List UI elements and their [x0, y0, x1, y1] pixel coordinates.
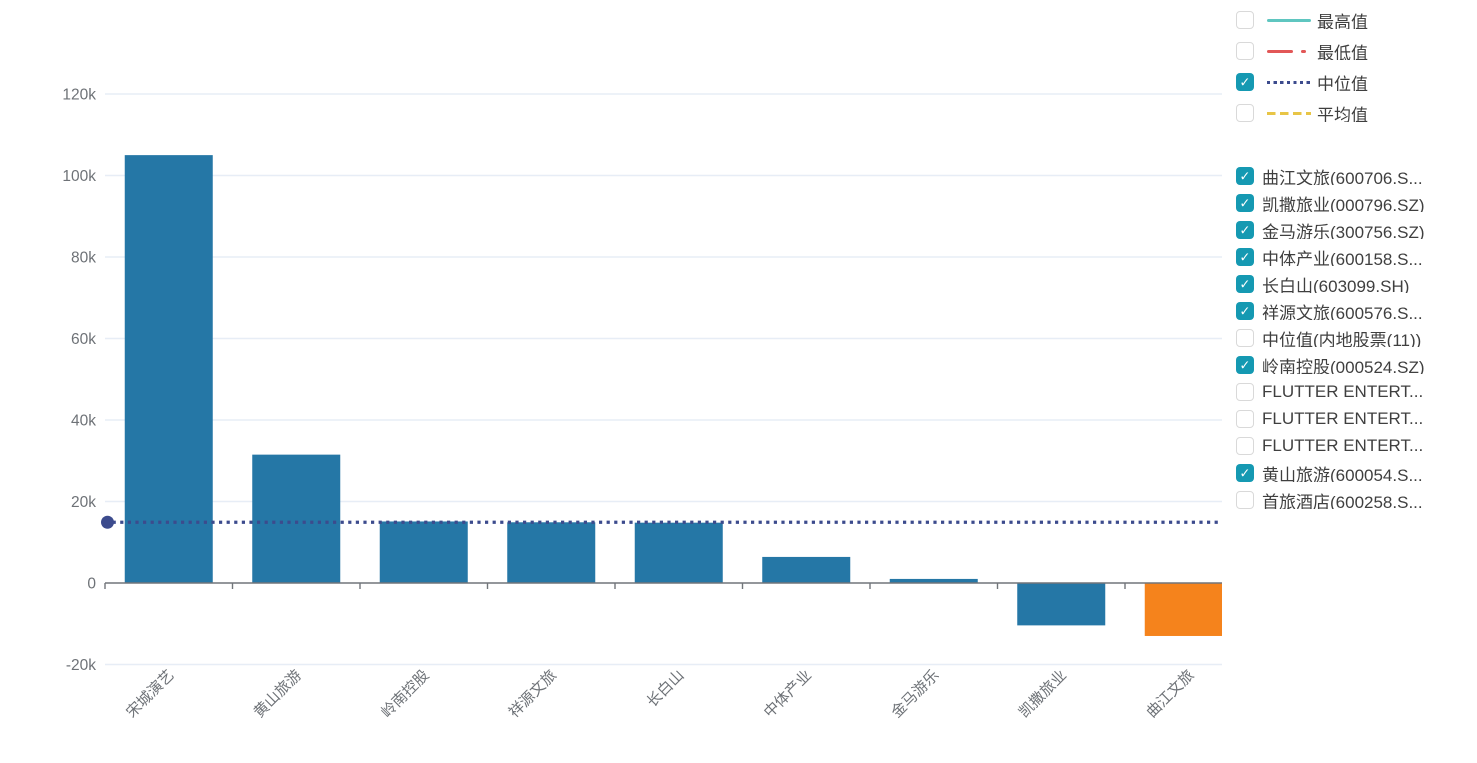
legend-label: 最高值 — [1317, 12, 1368, 30]
legend-label: 中体产业(600158.S... — [1262, 249, 1423, 267]
checkmark-icon: ✓ — [1239, 195, 1251, 210]
legend-label: 中位值(内地股票(11)) — [1262, 330, 1422, 348]
checkbox-checked[interactable]: ✓ — [1236, 73, 1254, 91]
median-dot-icon[interactable] — [101, 515, 114, 529]
y-axis-tick-label: 100k — [62, 168, 96, 185]
checkbox-unchecked[interactable] — [1236, 104, 1254, 122]
stat-legend-group: 最高值最低值 ✓ 中位值平均值 — [1236, 11, 1477, 122]
x-axis-label-6: 金马游乐 — [888, 667, 942, 721]
legend-label: 长白山(603099.SH) — [1262, 276, 1410, 294]
stat-legend-item-2[interactable]: ✓ 中位值 — [1236, 73, 1477, 91]
checkbox-unchecked[interactable] — [1236, 383, 1254, 401]
checkbox-checked[interactable]: ✓ — [1236, 464, 1254, 482]
bar-7[interactable] — [1017, 583, 1106, 626]
series-legend-item-8[interactable]: FLUTTER ENTERT... — [1236, 383, 1477, 401]
series-legend-item-10[interactable]: FLUTTER ENTERT... — [1236, 437, 1477, 455]
legend-label: 曲江文旅(600706.S... — [1262, 168, 1423, 186]
legend-label: FLUTTER ENTERT... — [1262, 410, 1424, 428]
checkbox-checked[interactable]: ✓ — [1236, 275, 1254, 293]
bar-5[interactable] — [762, 556, 851, 583]
dotted-line-icon — [1267, 73, 1311, 91]
bar-6[interactable] — [889, 578, 978, 583]
checkbox-unchecked[interactable] — [1236, 491, 1254, 509]
legend-label: 岭南控股(000524.SZ) — [1262, 357, 1425, 375]
legend-label: 凯撒旅业(000796.SZ) — [1262, 195, 1425, 213]
checkbox-unchecked[interactable] — [1236, 437, 1254, 455]
x-axis-label-2: 岭南控股 — [378, 667, 432, 721]
checkmark-icon: ✓ — [1239, 465, 1251, 480]
x-axis-label-5: 中体产业 — [761, 667, 815, 721]
x-axis-label-1: 黄山旅游 — [251, 667, 305, 721]
bar-3[interactable] — [507, 522, 596, 583]
series-legend-item-9[interactable]: FLUTTER ENTERT... — [1236, 410, 1477, 428]
checkbox-checked[interactable]: ✓ — [1236, 167, 1254, 185]
checkmark-icon: ✓ — [1239, 222, 1251, 237]
legend-label: 平均值 — [1317, 105, 1368, 123]
chart-legend: 最高值最低值 ✓ 中位值平均值 ✓ 曲江文旅(600706.S... ✓ 凯撒旅业(000… — [1236, 11, 1477, 518]
y-axis-tick-label: 40k — [71, 413, 96, 430]
x-axis-label-8: 曲江文旅 — [1143, 667, 1197, 721]
y-axis-tick-label: 80k — [71, 250, 96, 267]
legend-label: 最低值 — [1317, 43, 1368, 61]
series-legend-item-1[interactable]: ✓ 凯撒旅业(000796.SZ) — [1236, 194, 1477, 212]
checkmark-icon: ✓ — [1239, 168, 1251, 183]
legend-label: 黄山旅游(600054.S... — [1262, 465, 1423, 483]
series-legend-item-2[interactable]: ✓ 金马游乐(300756.SZ) — [1236, 221, 1477, 239]
legend-label: 祥源文旅(600576.S... — [1262, 303, 1423, 321]
checkbox-unchecked[interactable] — [1236, 42, 1254, 60]
stat-legend-item-0[interactable]: 最高值 — [1236, 11, 1477, 29]
x-axis-label-4: 长白山 — [644, 667, 688, 711]
series-legend-item-11[interactable]: ✓ 黄山旅游(600054.S... — [1236, 464, 1477, 482]
legend-label: 金马游乐(300756.SZ) — [1262, 222, 1425, 240]
checkbox-checked[interactable]: ✓ — [1236, 248, 1254, 266]
x-axis-label-3: 祥源文旅 — [506, 667, 560, 721]
solid-line-icon — [1267, 11, 1311, 29]
checkmark-icon: ✓ — [1239, 74, 1251, 89]
bar-8[interactable] — [1144, 583, 1233, 636]
stat-legend-item-3[interactable]: 平均值 — [1236, 104, 1477, 122]
y-axis-tick-label: 20k — [71, 494, 96, 511]
y-axis-tick-label: 0 — [87, 576, 96, 593]
dashed-line-icon — [1267, 104, 1311, 122]
checkmark-icon: ✓ — [1239, 357, 1251, 372]
bar-4[interactable] — [634, 522, 723, 583]
checkmark-icon: ✓ — [1239, 276, 1251, 291]
checkbox-unchecked[interactable] — [1236, 410, 1254, 428]
series-legend-item-7[interactable]: ✓ 岭南控股(000524.SZ) — [1236, 356, 1477, 374]
checkbox-checked[interactable]: ✓ — [1236, 356, 1254, 374]
series-legend-group: ✓ 曲江文旅(600706.S... ✓ 凯撒旅业(000796.SZ) ✓ 金马游乐(3… — [1236, 167, 1477, 509]
stat-legend-item-1[interactable]: 最低值 — [1236, 42, 1477, 60]
checkbox-checked[interactable]: ✓ — [1236, 221, 1254, 239]
x-axis-label-7: 凯撒旅业 — [1016, 667, 1070, 721]
checkmark-icon: ✓ — [1239, 303, 1251, 318]
series-legend-item-12[interactable]: 首旅酒店(600258.S... — [1236, 491, 1477, 509]
dash-dot-line-icon — [1267, 42, 1311, 60]
x-axis-label-0: 宋城演艺 — [123, 667, 177, 721]
y-axis-tick-label: 60k — [71, 331, 96, 348]
legend-label: FLUTTER ENTERT... — [1262, 437, 1424, 455]
checkbox-unchecked[interactable] — [1236, 11, 1254, 29]
bar-2[interactable] — [379, 521, 468, 583]
series-legend-item-6[interactable]: 中位值(内地股票(11)) — [1236, 329, 1477, 347]
bar-1[interactable] — [252, 454, 341, 583]
checkbox-unchecked[interactable] — [1236, 329, 1254, 347]
bar-0[interactable] — [124, 155, 213, 583]
legend-label: FLUTTER ENTERT... — [1262, 383, 1424, 401]
legend-label: 首旅酒店(600258.S... — [1262, 492, 1423, 510]
series-legend-item-5[interactable]: ✓ 祥源文旅(600576.S... — [1236, 302, 1477, 320]
y-axis-tick-label: -20k — [66, 657, 96, 674]
series-legend-item-4[interactable]: ✓ 长白山(603099.SH) — [1236, 275, 1477, 293]
series-legend-item-0[interactable]: ✓ 曲江文旅(600706.S... — [1236, 167, 1477, 185]
legend-label: 中位值 — [1317, 74, 1368, 92]
y-axis-tick-label: 120k — [62, 87, 96, 104]
checkbox-checked[interactable]: ✓ — [1236, 302, 1254, 320]
checkbox-checked[interactable]: ✓ — [1236, 194, 1254, 212]
checkmark-icon: ✓ — [1239, 249, 1251, 264]
series-legend-item-3[interactable]: ✓ 中体产业(600158.S... — [1236, 248, 1477, 266]
